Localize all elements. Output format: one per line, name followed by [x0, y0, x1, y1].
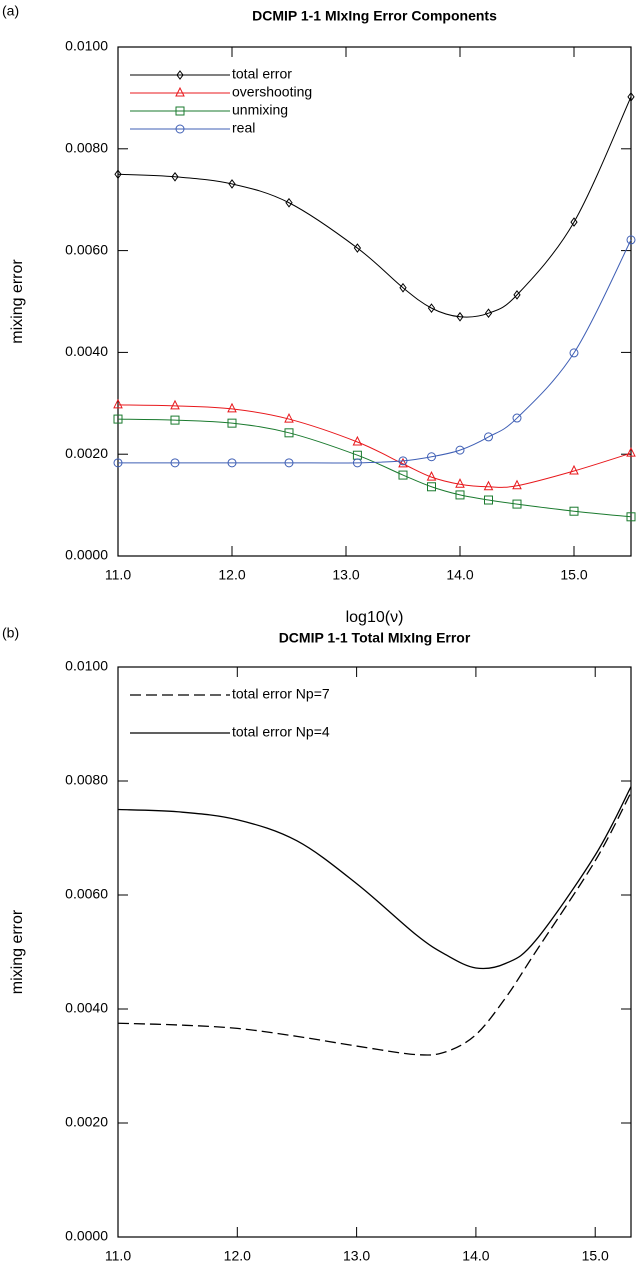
- marker: [484, 495, 493, 505]
- marker: [398, 456, 408, 466]
- marker: [176, 70, 184, 80]
- y-tick-label: 0.0000: [65, 547, 108, 563]
- marker: [427, 482, 436, 492]
- y-tick-label: 0.0000: [65, 1228, 108, 1244]
- marker: [227, 418, 237, 428]
- marker: [483, 480, 494, 491]
- marker: [484, 432, 493, 442]
- marker: [626, 235, 636, 245]
- legend-label: overshooting: [232, 84, 312, 100]
- x-tick-label: 12.0: [224, 1248, 251, 1264]
- marker: [284, 458, 294, 468]
- x-tick-label: 12.0: [218, 567, 245, 583]
- marker: [175, 86, 185, 97]
- marker: [626, 512, 636, 522]
- marker: [352, 435, 363, 446]
- marker: [175, 106, 185, 116]
- marker: [569, 348, 579, 358]
- marker: [570, 217, 578, 227]
- legend-label: real: [232, 120, 255, 136]
- marker: [455, 445, 465, 455]
- marker: [284, 412, 294, 423]
- marker: [285, 197, 293, 208]
- series-line: [117, 418, 632, 518]
- y-axis-label: mixing error: [9, 259, 26, 344]
- marker: [227, 402, 237, 413]
- y-tick-label: 0.0060: [65, 241, 108, 257]
- y-tick-label: 0.0100: [65, 38, 108, 54]
- plot-frame: [117, 46, 632, 557]
- legend-label: unmixing: [232, 102, 288, 118]
- marker: [113, 398, 123, 409]
- marker: [512, 413, 522, 423]
- marker: [513, 290, 521, 300]
- marker: [170, 415, 180, 425]
- marker: [399, 282, 407, 293]
- x-tick-label: 13.0: [332, 567, 359, 583]
- marker: [352, 458, 362, 468]
- marker: [455, 490, 465, 500]
- y-tick-label: 0.0020: [65, 1114, 108, 1130]
- x-tick-label: 11.0: [105, 567, 131, 583]
- marker: [171, 171, 179, 182]
- y-tick-label: 0.0080: [65, 772, 108, 788]
- marker: [484, 308, 493, 319]
- x-tick-label: 14.0: [446, 567, 473, 583]
- marker: [456, 311, 464, 322]
- marker: [569, 506, 579, 516]
- marker: [228, 179, 236, 189]
- series-line: [117, 404, 632, 488]
- marker: [113, 458, 123, 468]
- chart-title: DCMIP 1-1 MIxIng Error Components: [252, 8, 497, 24]
- x-tick-label: 15.0: [560, 567, 587, 583]
- y-tick-label: 0.0060: [65, 886, 108, 902]
- marker: [227, 458, 237, 468]
- y-tick-label: 0.0040: [65, 343, 108, 359]
- marker: [626, 447, 636, 457]
- marker: [353, 243, 362, 253]
- marker: [627, 92, 635, 102]
- series-line: [117, 96, 632, 318]
- panel-label: (b): [2, 625, 19, 641]
- y-tick-label: 0.0080: [65, 140, 108, 156]
- marker: [175, 124, 185, 134]
- marker: [512, 479, 522, 490]
- legend-label: total error Np=7: [232, 686, 330, 702]
- marker: [455, 478, 465, 488]
- series-line: [117, 786, 632, 970]
- y-tick-label: 0.0100: [65, 658, 108, 674]
- series-line: [117, 239, 632, 464]
- marker: [512, 499, 522, 509]
- marker: [113, 414, 123, 424]
- x-axis-label: log10(ν): [346, 609, 404, 626]
- marker: [398, 470, 408, 480]
- panel-label: (a): [2, 3, 19, 19]
- marker: [569, 464, 579, 475]
- marker: [114, 169, 122, 180]
- marker: [427, 452, 436, 462]
- marker: [170, 458, 180, 468]
- series-line: [117, 792, 632, 1056]
- x-tick-label: 15.0: [582, 1248, 609, 1264]
- x-tick-label: 13.0: [343, 1248, 370, 1264]
- marker: [427, 303, 436, 313]
- y-axis-label: mixing error: [9, 909, 26, 994]
- x-tick-label: 14.0: [462, 1248, 489, 1264]
- chart-title: DCMIP 1-1 Total MIxIng Error: [279, 630, 471, 646]
- marker: [170, 399, 180, 410]
- legend-label: total error Np=4: [232, 724, 330, 740]
- marker: [398, 457, 408, 468]
- marker: [284, 428, 294, 438]
- legend-label: total error: [232, 66, 292, 82]
- plot-frame: [117, 666, 632, 1238]
- x-tick-label: 11.0: [105, 1248, 131, 1264]
- y-tick-label: 0.0020: [65, 445, 108, 461]
- y-tick-label: 0.0040: [65, 1000, 108, 1016]
- marker: [426, 470, 437, 481]
